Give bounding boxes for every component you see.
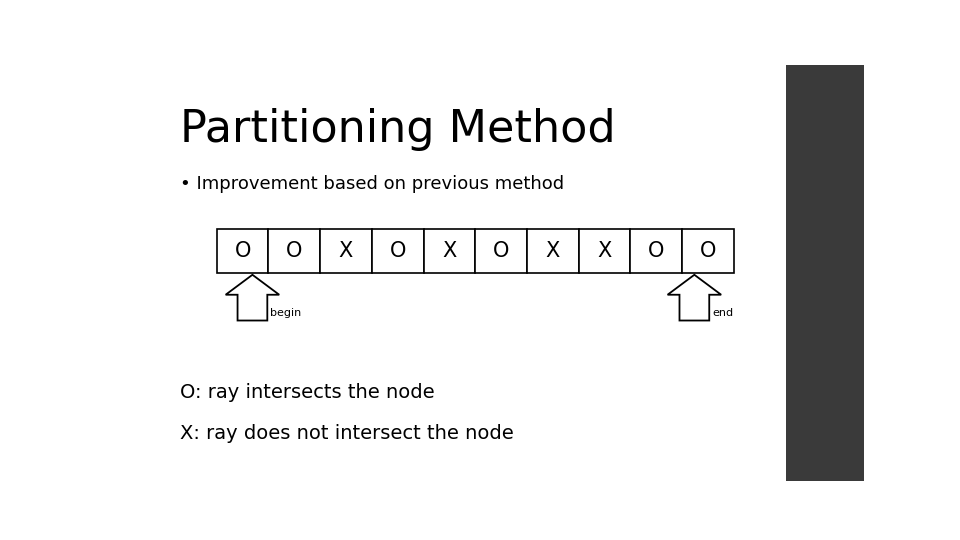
Text: end: end	[712, 308, 733, 319]
Bar	[217, 229, 269, 273]
Text: O: O	[648, 241, 664, 261]
Bar	[631, 229, 683, 273]
Bar	[372, 229, 423, 273]
Text: O: O	[390, 241, 406, 261]
Bar	[786, 65, 864, 481]
Bar	[579, 229, 631, 273]
Text: X: ray does not intersect the node: X: ray does not intersect the node	[180, 424, 514, 443]
Bar	[269, 229, 320, 273]
Text: O: O	[700, 241, 716, 261]
Text: begin: begin	[271, 308, 301, 319]
Text: X: X	[545, 241, 560, 261]
Text: • Improvement based on previous method: • Improvement based on previous method	[180, 175, 564, 193]
Polygon shape	[226, 275, 279, 321]
Text: O: O	[234, 241, 251, 261]
Bar	[683, 229, 733, 273]
Text: Partitioning Method: Partitioning Method	[180, 109, 615, 151]
Text: O: ray intersects the node: O: ray intersects the node	[180, 383, 434, 402]
Text: X: X	[597, 241, 612, 261]
Bar	[527, 229, 579, 273]
Polygon shape	[667, 275, 721, 321]
Text: O: O	[492, 241, 510, 261]
Text: X: X	[443, 241, 457, 261]
Bar	[475, 229, 527, 273]
Text: O: O	[286, 241, 302, 261]
Text: X: X	[339, 241, 353, 261]
Bar	[423, 229, 475, 273]
Bar	[320, 229, 372, 273]
